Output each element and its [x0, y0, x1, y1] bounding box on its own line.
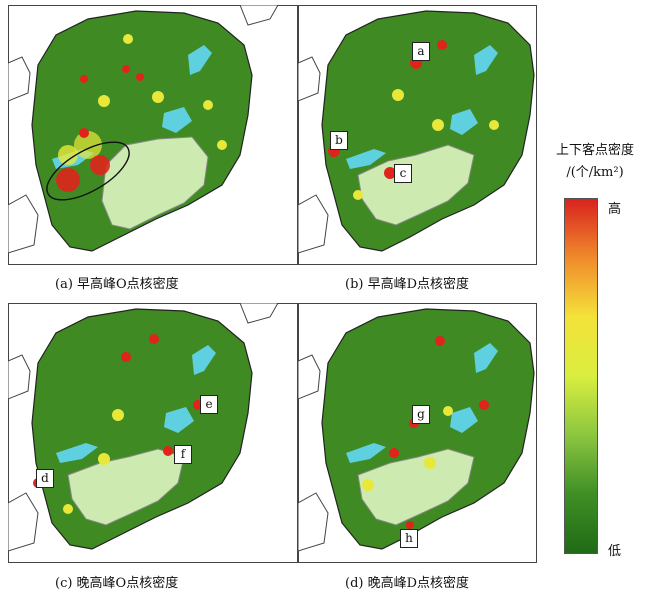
water-body: [474, 45, 498, 75]
marker-label-g: g: [412, 405, 430, 424]
water-body: [56, 443, 98, 463]
outer-region-top-right: [239, 303, 279, 324]
map-panel-d: g h: [298, 303, 588, 563]
outer-region-bottom-left: [298, 194, 329, 254]
map-panel-a: [8, 5, 298, 265]
water-body: [450, 407, 478, 433]
marker-label-e: e: [200, 395, 218, 414]
marker-label-a: a: [412, 42, 430, 61]
marker-label-c: c: [394, 164, 412, 183]
kernel-density-map-c: [8, 303, 298, 563]
green-zone: [67, 448, 185, 526]
water-body: [450, 109, 478, 135]
green-zone: [357, 144, 475, 226]
outer-region-bottom-left: [298, 492, 329, 552]
outer-region-left: [8, 354, 31, 400]
outer-region-bottom-left: [8, 492, 39, 552]
water-body: [162, 107, 192, 133]
water-body: [164, 407, 194, 433]
green-zone: [101, 136, 209, 230]
kernel-density-map-b: [298, 5, 537, 265]
map-panel-c: e f d: [8, 303, 298, 563]
caption-panel-a: (a) 早高峰O点核密度: [55, 277, 179, 292]
outer-region-top-right: [239, 5, 279, 26]
green-zone: [357, 448, 475, 526]
marker-label-b: b: [330, 131, 348, 150]
water-body: [188, 45, 212, 75]
water-body: [474, 343, 498, 373]
highlight-ellipse: [46, 141, 130, 201]
water-body: [346, 443, 386, 463]
legend-low-label: 低: [608, 544, 622, 559]
outer-region-left: [8, 56, 31, 102]
outer-region-bottom-left: [8, 194, 39, 254]
legend-title-line2: /(个/km²): [566, 165, 624, 180]
water-body: [346, 149, 386, 169]
legend-high-label: 高: [608, 202, 622, 217]
water-body: [192, 345, 216, 375]
kernel-density-map-a: [8, 5, 298, 265]
caption-panel-b: (b) 早高峰D点核密度: [345, 277, 470, 292]
map-panel-b: a b c: [298, 5, 588, 265]
outer-region-left: [298, 56, 321, 102]
legend-title-line1: 上下客点密度: [555, 143, 634, 158]
caption-panel-d: (d) 晚高峰D点核密度: [345, 576, 470, 591]
kernel-density-map-d: [298, 303, 537, 563]
marker-label-f: f: [174, 445, 192, 464]
legend-title: 上下客点密度 /(个/km²): [543, 140, 647, 184]
marker-label-d: d: [36, 469, 54, 488]
outer-region-left: [298, 354, 321, 400]
legend-color-ramp: [564, 198, 598, 554]
caption-panel-c: (c) 晚高峰O点核密度: [55, 576, 179, 591]
marker-label-h: h: [400, 529, 418, 548]
